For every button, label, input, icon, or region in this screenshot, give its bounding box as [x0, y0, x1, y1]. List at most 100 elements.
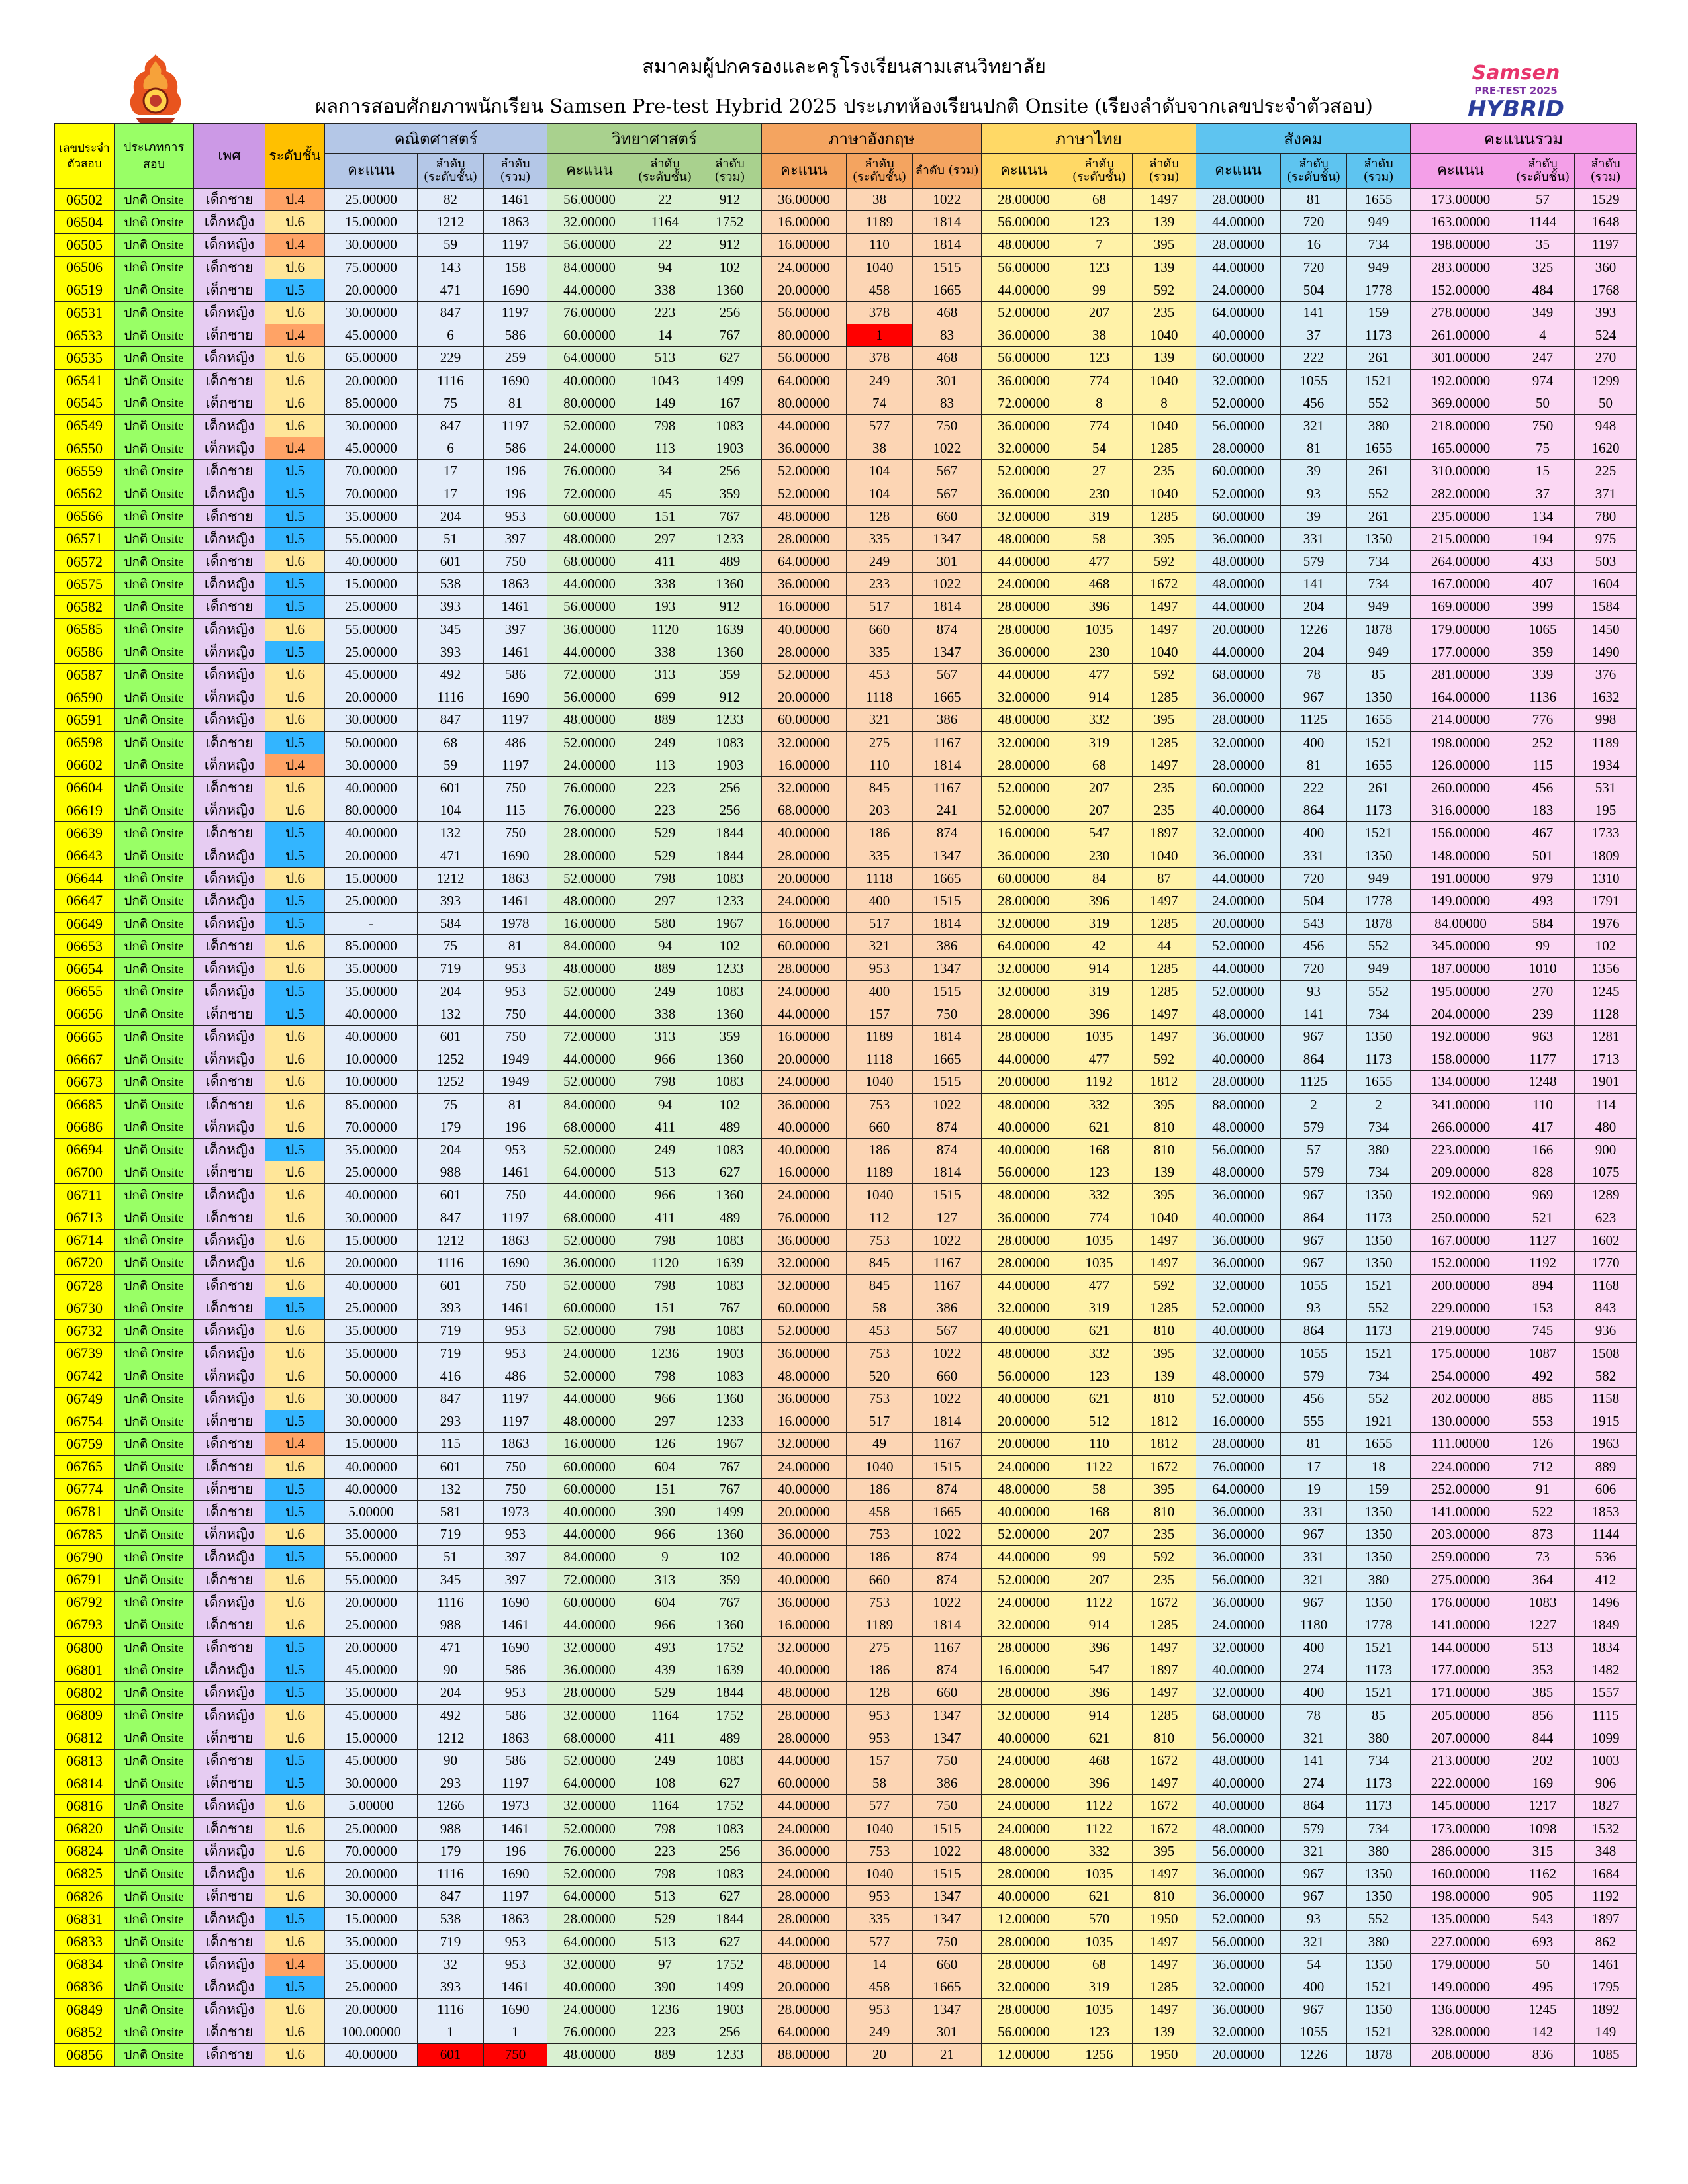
- total-score-cell: 215.00000: [1410, 527, 1512, 551]
- total-score-cell: 341.00000: [1410, 1093, 1512, 1116]
- thai-score-cell: 48.00000: [981, 1183, 1067, 1207]
- total-rank-total-cell: 1158: [1574, 1387, 1638, 1411]
- total-rank-level-cell: 521: [1511, 1206, 1575, 1230]
- science-rank-level-cell: 94: [632, 255, 698, 279]
- exam-type-cell: ปกติ Onsite: [114, 799, 194, 823]
- math-rank-level-cell: 204: [417, 1138, 484, 1162]
- social-rank-total-cell: 949: [1346, 595, 1411, 619]
- social-rank-level-cell: 274: [1280, 1659, 1348, 1682]
- science-rank-total-cell: 1233: [697, 2043, 763, 2067]
- science-rank-level-cell: 1120: [632, 617, 698, 641]
- social-rank-total-cell: 1350: [1346, 1952, 1411, 1976]
- thai-rank-level-cell: 319: [1066, 504, 1133, 528]
- level-cell: ป.5: [265, 1410, 325, 1433]
- science-rank-total-cell: 1639: [697, 1659, 763, 1682]
- english-rank-total-cell: 1814: [912, 595, 982, 619]
- science-score-cell: 24.00000: [547, 437, 632, 461]
- math-rank-level-cell: 1116: [417, 686, 484, 709]
- total-score-cell: 278.00000: [1410, 300, 1512, 325]
- level-cell: ป.5: [265, 1772, 325, 1796]
- sex-cell: เด็กชาย: [193, 776, 265, 800]
- math-rank-level-cell: 59: [417, 753, 484, 777]
- table-row: 06639 ปกติ Onsite เด็กชาย ป.5 40.00000 132 750…: [54, 821, 1638, 845]
- total-rank-total-cell: 360: [1574, 255, 1638, 279]
- table-row: 06836 ปกติ Onsite เด็กหญิง ป.5 25.00000 393 14…: [54, 1975, 1638, 1999]
- math-rank-total-cell: 1197: [483, 300, 547, 325]
- science-rank-level-cell: 798: [632, 1070, 698, 1094]
- science-score-cell: 64.00000: [547, 1930, 632, 1954]
- social-rank-total-cell: 1778: [1346, 1613, 1411, 1637]
- english-rank-level-cell: 1040: [846, 1817, 914, 1841]
- social-rank-level-cell: 720: [1280, 255, 1348, 279]
- science-score-cell: 52.00000: [547, 1138, 632, 1162]
- thai-score-cell: 28.00000: [981, 1681, 1067, 1705]
- english-rank-level-cell: 1189: [846, 1024, 914, 1049]
- social-rank-total-cell: 1655: [1346, 437, 1411, 461]
- social-score-cell: 60.00000: [1196, 504, 1282, 528]
- math-score-cell: 50.00000: [324, 1364, 418, 1388]
- science-score-cell: 76.00000: [547, 1839, 632, 1863]
- total-rank-total-cell: 1128: [1574, 1002, 1638, 1026]
- science-rank-total-cell: 256: [697, 459, 763, 483]
- exam-id-cell: 06587: [54, 662, 115, 687]
- social-rank-level-cell: 331: [1280, 1545, 1348, 1569]
- thai-score-cell: 72.00000: [981, 391, 1067, 415]
- exam-id-cell: 06586: [54, 640, 115, 664]
- social-rank-total-cell: 1350: [1346, 1590, 1411, 1614]
- thai-score-cell: 20.00000: [981, 1410, 1067, 1433]
- exam-id-cell: 06585: [54, 617, 115, 641]
- table-body: 06502 ปกติ Onsite เด็กชาย ป.4 25.00000 82 1461…: [54, 187, 1638, 2067]
- math-rank-total-cell: 1461: [483, 187, 547, 212]
- english-rank-total-cell: 1665: [912, 1048, 982, 1071]
- thai-rank-level-cell: 207: [1066, 1523, 1133, 1547]
- table-row: 06559 ปกติ Onsite เด็กชาย ป.5 70.00000 17 196 7…: [54, 459, 1638, 483]
- thai-rank-total-cell: 1497: [1132, 1952, 1197, 1976]
- total-rank-total-cell: 1853: [1574, 1500, 1638, 1524]
- science-score-cell: 48.00000: [547, 1410, 632, 1433]
- english-rank-total-cell: 1814: [912, 753, 982, 777]
- english-rank-level-cell: 58: [846, 1297, 914, 1320]
- total-score-cell: 207.00000: [1410, 1726, 1512, 1750]
- science-rank-total-cell: 1499: [697, 1500, 763, 1524]
- science-rank-total-cell: 1360: [697, 1048, 763, 1071]
- exam-id-cell: 06582: [54, 595, 115, 619]
- sex-cell: เด็กหญิง: [193, 572, 265, 596]
- thai-score-cell: 24.00000: [981, 1794, 1067, 1818]
- english-rank-level-cell: 128: [846, 504, 914, 528]
- thai-score-cell: 32.00000: [981, 979, 1067, 1003]
- total-score-cell: 205.00000: [1410, 1704, 1512, 1727]
- english-rank-level-cell: 517: [846, 911, 914, 936]
- thai-score-cell: 28.00000: [981, 1772, 1067, 1796]
- science-rank-total-cell: 359: [697, 482, 763, 506]
- table-row: 06816 ปกติ Onsite เด็กหญิง ป.6 5.00000 1266 19…: [54, 1794, 1638, 1818]
- english-rank-level-cell: 1118: [846, 866, 914, 890]
- english-score-cell: 64.00000: [761, 549, 847, 574]
- math-rank-level-cell: 345: [417, 617, 484, 641]
- exam-type-cell: ปกติ Onsite: [114, 2021, 194, 2044]
- math-rank-total-cell: 1949: [483, 1048, 547, 1071]
- english-rank-total-cell: 874: [912, 617, 982, 641]
- social-score-cell: 56.00000: [1196, 1930, 1282, 1954]
- english-rank-total-cell: 750: [912, 1749, 982, 1773]
- thai-rank-level-cell: 1035: [1066, 1862, 1133, 1886]
- level-cell: ป.6: [265, 934, 325, 958]
- table-row: 06742 ปกติ Onsite เด็กหญิง ป.6 50.00000 416 48…: [54, 1364, 1638, 1388]
- social-rank-level-cell: 456: [1280, 934, 1348, 958]
- english-rank-total-cell: 660: [912, 1364, 982, 1388]
- social-score-cell: 68.00000: [1196, 662, 1282, 687]
- math-score-cell: 45.00000: [324, 1749, 418, 1773]
- level-cell: ป.5: [265, 1975, 325, 1999]
- social-score-cell: 24.00000: [1196, 278, 1282, 302]
- english-rank-total-cell: 127: [912, 1206, 982, 1230]
- science-score-cell: 52.00000: [547, 1273, 632, 1298]
- total-rank-total-cell: 862: [1574, 1930, 1638, 1954]
- science-rank-total-cell: 489: [697, 1206, 763, 1230]
- total-score-cell: 149.00000: [1410, 1975, 1512, 1999]
- exam-type-cell: ปกติ Onsite: [114, 482, 194, 506]
- social-rank-level-cell: 81: [1280, 187, 1348, 212]
- math-rank-total-cell: 1197: [483, 708, 547, 732]
- table-row: 06549 ปกติ Onsite เด็กหญิง ป.6 30.00000 847 11…: [54, 414, 1638, 438]
- total-rank-total-cell: 1768: [1574, 278, 1638, 302]
- table-row: 06531 ปกติ Onsite เด็กหญิง ป.6 30.00000 847 11…: [54, 300, 1638, 325]
- science-rank-total-cell: 1903: [697, 437, 763, 461]
